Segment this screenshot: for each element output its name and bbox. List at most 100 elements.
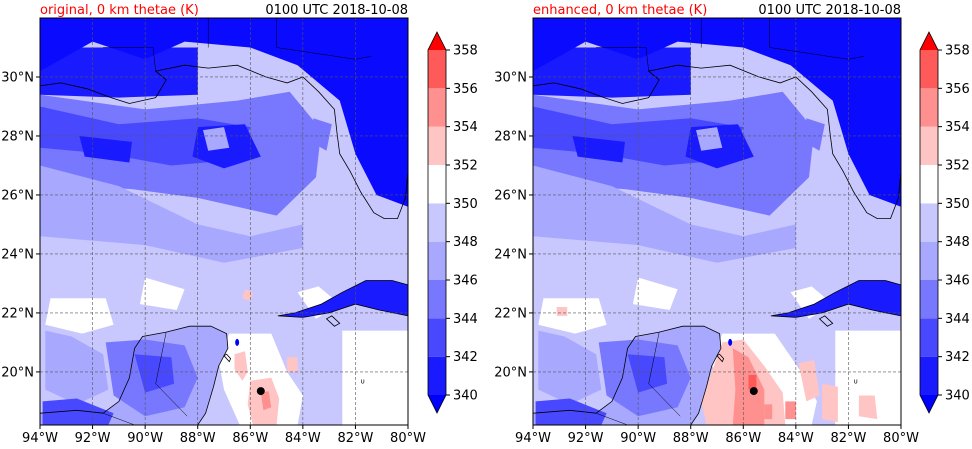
lon-tick-label: 92°W: [568, 431, 604, 446]
land-contour-band: [533, 18, 901, 207]
warm-contour-band: [764, 404, 773, 420]
state-border: [155, 332, 188, 417]
panel-time: 0100 UTC 2018-10-08: [265, 3, 408, 18]
lon-tick-label: 82°W: [830, 431, 866, 446]
cuba-contour-band: [277, 280, 408, 318]
cold-contour-blob: [728, 338, 733, 346]
colorbar-segment: [428, 165, 446, 204]
cold-contour-blob: [235, 338, 240, 346]
sea-contour-band: [538, 298, 607, 334]
sea-contour-band: [40, 165, 303, 263]
colorbar-segment: [920, 88, 938, 127]
lon-tick-label: 82°W: [337, 431, 373, 446]
warm-contour-band: [858, 395, 878, 420]
sea-contour-band: [45, 298, 114, 334]
warm-contour-band: [287, 357, 298, 372]
state-border: [648, 332, 681, 417]
sea-contour-band: [803, 118, 825, 151]
colorbar-tick-label: 358: [453, 44, 478, 59]
state-border: [596, 412, 628, 425]
lon-tick-label: 94°W: [22, 431, 58, 446]
colorbar-segment: [428, 126, 446, 165]
colorbar-tick-label: 352: [453, 159, 478, 174]
map-field-original: ᴜ: [40, 18, 408, 425]
colorbar-over-arrow: [428, 32, 446, 50]
map-frame: [532, 17, 902, 426]
colorbar-tick-label: 340: [945, 389, 970, 404]
map-panel-original: ᴜ original, 0 km thetae (K) 0100 UTC 201…: [39, 3, 409, 426]
colorbar-tick-label: 352: [945, 159, 970, 174]
us-coastline: [533, 64, 901, 220]
colorbar-segment: [920, 241, 938, 280]
sea-contour-band: [297, 286, 340, 319]
colorbar-segment: [428, 88, 446, 127]
colorbar-tick-label: 344: [945, 312, 970, 327]
colorbar-over-arrow: [920, 32, 938, 50]
warm-contour-band: [234, 351, 248, 381]
storm-center-marker: [256, 387, 265, 396]
map-frame: [39, 17, 409, 426]
colorbar-segment: [428, 280, 446, 319]
isla-juventud-coastline: [818, 315, 834, 327]
map-field-enhanced: ᴜ: [533, 18, 901, 425]
colorbar-tick-label: 354: [945, 120, 970, 135]
state-border: [103, 412, 135, 425]
axes-enhanced: 94°W 92°W 90°W 88°W 86°W 84°W 82°W 80°W 20°N 22°N…: [494, 70, 919, 446]
colorbar-tick-label: 358: [945, 44, 970, 59]
warm-contour-band: [556, 307, 568, 316]
lon-tick-label: 90°W: [620, 431, 656, 446]
cozumel-coastline: [716, 353, 725, 363]
cuba-coastline: [277, 280, 408, 318]
colorbar-tick-label: 350: [945, 197, 970, 212]
colorbar-tick-label: 354: [453, 120, 478, 135]
us-coastline: [40, 64, 408, 220]
colorbar-tick-label: 346: [453, 274, 478, 289]
colorbar-tick-label: 348: [453, 235, 478, 250]
axes-original: 94°W 92°W 90°W 88°W 86°W 84°W 82°W 80°W 20°N 22°N…: [1, 70, 426, 446]
colorbar-segment: [920, 165, 938, 204]
lat-tick-label: 22°N: [1, 306, 34, 321]
colorbar-segment: [920, 50, 938, 89]
lon-tick-label: 86°W: [232, 431, 268, 446]
sea-contour-band: [533, 165, 796, 263]
sea-contour-band: [139, 277, 185, 310]
sea-contour-band: [790, 286, 833, 319]
storm-center-marker: [749, 387, 758, 396]
colorbar-tick-label: 344: [453, 312, 478, 327]
lon-tick-label: 84°W: [778, 431, 814, 446]
lat-tick-label: 22°N: [494, 306, 527, 321]
warm-contour-band: [785, 401, 796, 420]
lat-tick-label: 20°N: [1, 365, 34, 380]
colorbar-segment: [920, 126, 938, 165]
island-marker: ᴜ: [361, 378, 365, 386]
lat-tick-label: 26°N: [1, 188, 34, 203]
sea-contour-band: [40, 47, 198, 98]
colorbar-tick-label: 356: [453, 82, 478, 97]
land-contour-band: [134, 354, 175, 393]
lon-tick-label: 84°W: [285, 431, 321, 446]
colorbar-tick-label: 342: [453, 350, 478, 365]
warm-contour-band: [260, 391, 272, 411]
sea-contour-band: [696, 127, 723, 151]
state-border: [103, 47, 156, 72]
lat-tick-label: 30°N: [1, 70, 34, 85]
land-contour-band: [40, 18, 408, 207]
warm-contour-band: [822, 383, 838, 423]
colorbar-under-arrow: [920, 395, 938, 413]
sea-contour-band: [533, 47, 691, 98]
lon-tick-label: 94°W: [515, 431, 551, 446]
colorbar-segment: [428, 318, 446, 357]
lon-tick-label: 88°W: [180, 431, 216, 446]
land-contour-band: [42, 398, 114, 425]
colorbar-tick-label: 342: [945, 350, 970, 365]
land-contour-band: [627, 354, 668, 393]
sea-contour-band: [835, 330, 901, 425]
lat-tick-label: 28°N: [1, 129, 34, 144]
colorbar-segment: [428, 203, 446, 242]
land-contour-band: [535, 398, 607, 425]
lon-tick-label: 80°W: [883, 431, 919, 446]
lon-tick-label: 86°W: [725, 431, 761, 446]
isla-juventud-coastline: [325, 315, 341, 327]
colorbar-segment: [920, 203, 938, 242]
colorbar-original: 340 342 344 346 348 350 352 354 356 358: [427, 31, 478, 414]
